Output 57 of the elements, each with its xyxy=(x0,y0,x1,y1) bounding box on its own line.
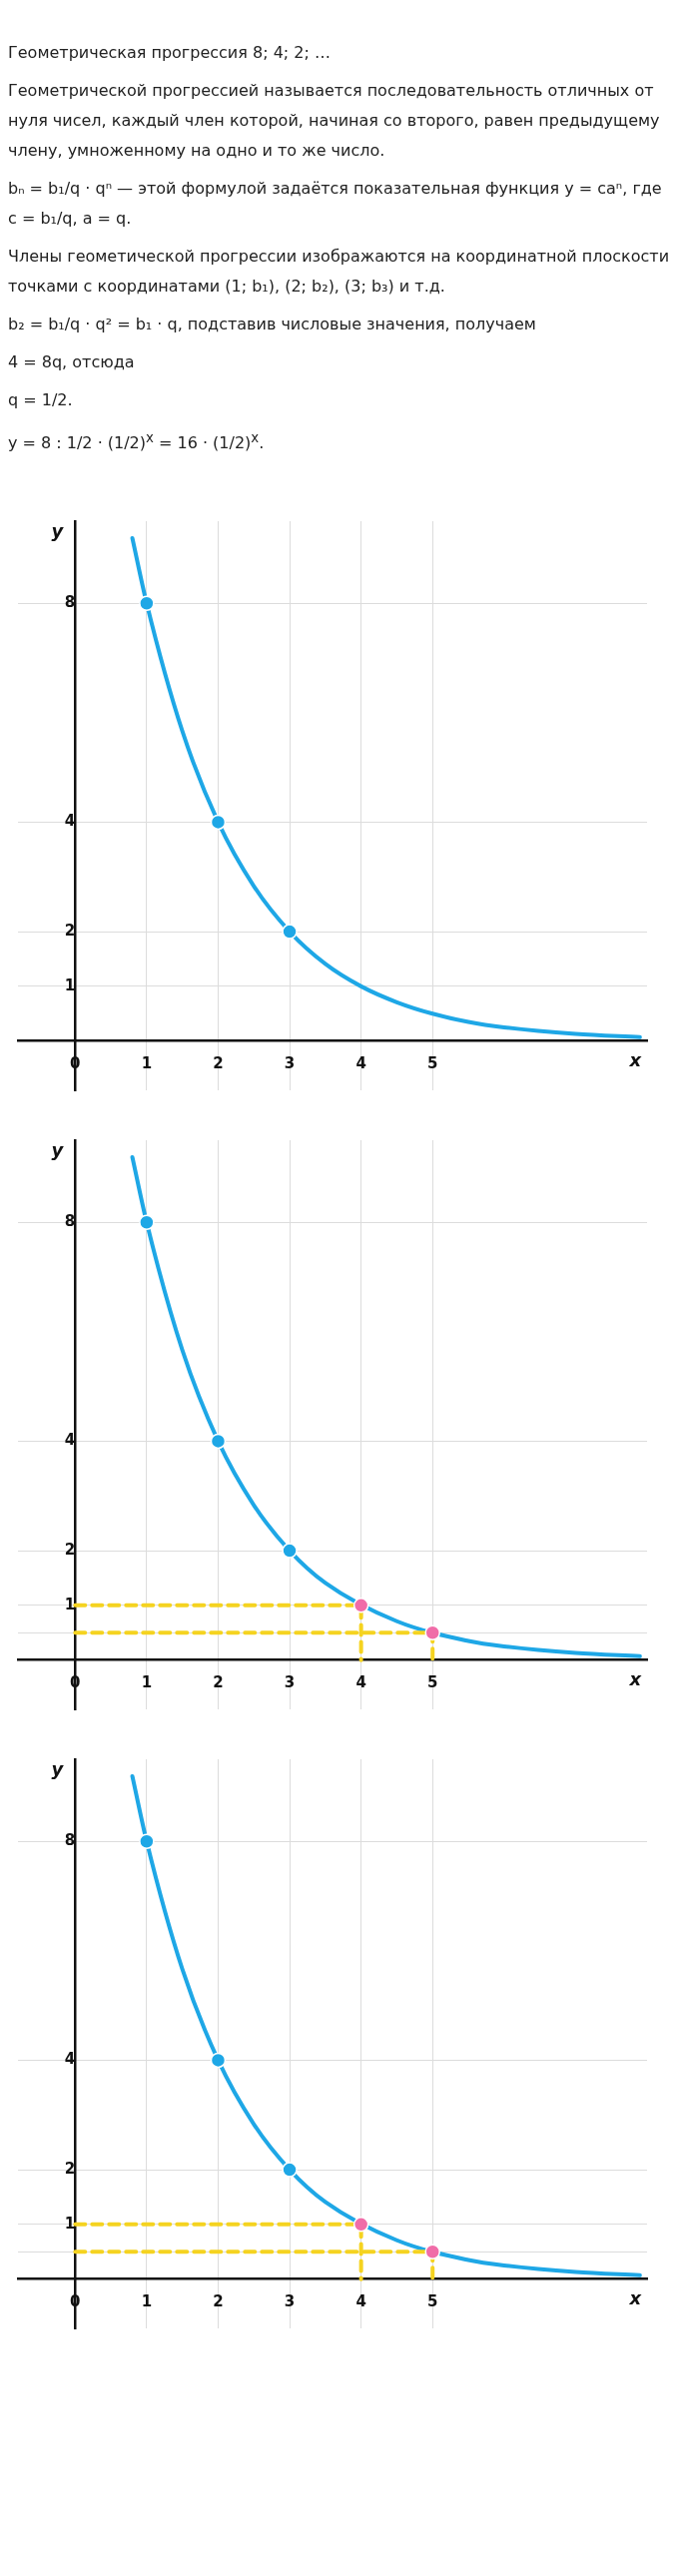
x-axis-title: x xyxy=(628,2287,643,2309)
y-axis-title: y xyxy=(51,520,65,541)
x-axis-title: x xyxy=(628,1668,643,1690)
y-tick-label: 8 xyxy=(64,593,76,612)
y-tick-label: 2 xyxy=(64,922,76,941)
x-tick-label: 5 xyxy=(427,2291,438,2310)
x-axis-title: x xyxy=(628,1049,643,1071)
y-tick-label: 2 xyxy=(64,2160,76,2179)
line-series xyxy=(130,1774,642,2278)
y-tick-label: 1 xyxy=(64,976,76,995)
y-axis-title: y xyxy=(51,1139,65,1160)
x-tick-label: 3 xyxy=(284,2291,296,2310)
point xyxy=(424,2244,440,2260)
point xyxy=(424,1624,440,1641)
y-tick-label: 1 xyxy=(64,2215,76,2234)
y-tick-label: 2 xyxy=(64,1541,76,1560)
x-tick-label: 1 xyxy=(141,1672,153,1691)
x-tick-label: 3 xyxy=(284,1053,296,1072)
x-tick-label: 1 xyxy=(141,2291,153,2310)
text: Геометрическая прогрессия 8; 4; 2; … xyxy=(8,42,332,64)
y-tick-label: 1 xyxy=(64,1596,76,1614)
x-tick-label: 5 xyxy=(427,1053,438,1072)
y-axis-title: y xyxy=(51,1758,65,1779)
y-tick-label: 4 xyxy=(64,1431,76,1450)
x-tick-label: 2 xyxy=(213,1053,224,1072)
point xyxy=(282,1543,298,1560)
text: Члены геометической прогрессии изображаются на координатной плоскости точками с координатами (1; b₁), (2; b₂), (3; b₃) и т.д. xyxy=(8,246,671,298)
text: b₂ = b₁/q · q² = b₁ · q, подставив числовые значения, получаем xyxy=(8,314,537,335)
point xyxy=(210,2053,227,2069)
point xyxy=(210,1434,227,1450)
text: q = 1/2. xyxy=(8,389,74,411)
text: y = 8 : 1/2 · (1/2)$^{x}$ = 16 · (1/2)$^{x}$. xyxy=(8,429,266,455)
y-tick-label: 8 xyxy=(64,1212,76,1231)
x-tick-label: 2 xyxy=(213,2291,224,2310)
y-tick-label: 8 xyxy=(64,1831,76,1850)
line-series xyxy=(130,536,642,1040)
point xyxy=(139,1214,155,1231)
x-tick-label: 1 xyxy=(141,1053,153,1072)
point xyxy=(352,2217,369,2233)
point xyxy=(210,815,227,831)
y-tick-label: 4 xyxy=(64,2050,76,2069)
x-tick-label: 3 xyxy=(284,1672,296,1691)
x-tick-label: 4 xyxy=(355,1672,366,1691)
x-tick-label: 2 xyxy=(213,1672,224,1691)
point xyxy=(282,924,298,941)
point xyxy=(139,1833,155,1850)
x-tick-label: 5 xyxy=(427,1672,438,1691)
text: bₙ = b₁/q · qⁿ — этой формулой задаётся показательная функция y = caⁿ, где c = b₁/q, a = q. xyxy=(8,178,663,230)
point xyxy=(282,2162,298,2179)
x-tick-label: 4 xyxy=(355,1053,366,1072)
x-tick-label: 4 xyxy=(355,2291,366,2310)
text: Геометрической прогрессией называется последовательность отличных от нуля чисел, каждый член которой, начиная со второго, равен предыдущему члену, умноженному на одно и то же число. xyxy=(8,80,661,162)
point xyxy=(352,1598,369,1613)
point xyxy=(139,595,155,612)
y-tick-label: 4 xyxy=(64,812,76,831)
text: 4 = 8q, отсюда xyxy=(8,351,136,373)
line-series xyxy=(130,1155,642,1659)
